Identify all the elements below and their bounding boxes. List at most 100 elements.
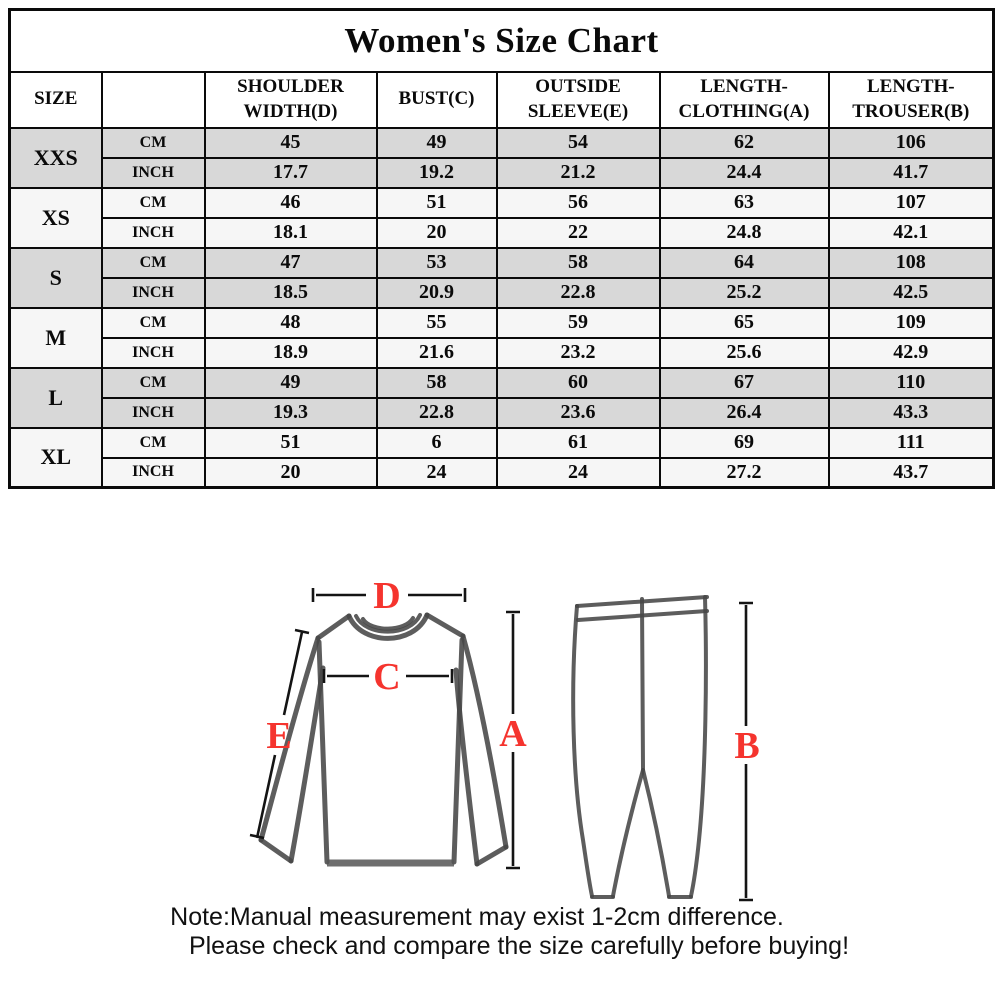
value-cell: 18.5	[203, 276, 378, 309]
header-line: SLEEVE(E)	[527, 100, 629, 122]
unit-cell: CM	[100, 246, 206, 279]
note-line-1: Note:Manual measurement may exist 1-2cm …	[170, 903, 784, 931]
size-cell: L	[8, 366, 103, 429]
header-line: LENGTH-	[866, 75, 955, 97]
column-header-bust: BUST(C)	[375, 70, 498, 129]
column-header-length-clothing: LENGTH- CLOTHING(A)	[658, 70, 830, 129]
trousers-right-outer	[689, 595, 708, 898]
value-cell: 22.8	[375, 396, 498, 429]
table-row-xxs-cm: XXS CM 45 49 54 62 106	[8, 126, 995, 189]
value-cell: 107	[827, 186, 995, 219]
value-cell: 51	[203, 426, 378, 459]
title-row: Women's Size Chart	[8, 8, 995, 73]
unit-cell: CM	[100, 426, 206, 459]
value-cell: 18.1	[203, 216, 378, 249]
value-cell: 21.6	[375, 336, 498, 369]
value-cell: 60	[495, 366, 661, 399]
measure-line-outside-sleeve	[249, 628, 310, 840]
trousers-left-outer	[571, 604, 594, 898]
table-row-xs-cm: XS CM 46 51 56 63 107	[8, 186, 995, 249]
value-cell: 22.8	[495, 276, 661, 309]
table-row-xs-inch: INCH 18.1 20 22 24.8 42.1	[10, 216, 995, 249]
value-cell: 24.4	[658, 156, 830, 189]
measure-line-shoulder-width	[311, 588, 467, 602]
column-header-size: SIZE	[8, 70, 103, 129]
unit-cell: INCH	[100, 156, 206, 189]
trousers-left-inner	[611, 768, 645, 898]
value-cell: 54	[495, 126, 661, 159]
value-cell: 26.4	[658, 396, 830, 429]
value-cell: 48	[203, 306, 378, 339]
shirt-right-shoulder	[424, 612, 466, 639]
value-cell: 43.3	[827, 396, 995, 429]
measurement-note: Note:Manual measurement may exist 1-2cm …	[0, 903, 1000, 961]
value-cell: 46	[203, 186, 378, 219]
value-cell: 20	[375, 216, 498, 249]
page-title: Women's Size Chart	[8, 8, 995, 73]
value-cell: 69	[658, 426, 830, 459]
shirt-right-cuff	[474, 844, 509, 867]
header-line: OUTSIDE	[535, 75, 621, 97]
label-length-trouser: B	[734, 725, 759, 767]
value-cell: 109	[827, 306, 995, 339]
value-cell: 24	[495, 456, 661, 489]
value-cell: 61	[495, 426, 661, 459]
column-header-shoulder-width: SHOULDER WIDTH(D)	[203, 70, 378, 129]
shirt-right-sleeve-inner	[453, 667, 480, 867]
value-cell: 18.9	[203, 336, 378, 369]
value-cell: 27.2	[658, 456, 830, 489]
size-cell: M	[8, 306, 103, 369]
value-cell: 56	[495, 186, 661, 219]
shirt-left-sleeve-outer	[258, 635, 321, 843]
unit-cell: CM	[100, 186, 206, 219]
value-cell: 51	[375, 186, 498, 219]
header-line: LENGTH-	[700, 75, 788, 97]
header-line: BUST(C)	[398, 88, 475, 110]
value-cell: 20	[203, 456, 378, 489]
value-cell: 6	[375, 426, 498, 459]
header-line: WIDTH(D)	[243, 100, 338, 122]
value-cell: 24.8	[658, 216, 830, 249]
value-cell: 58	[495, 246, 661, 279]
table-row-m-cm: M CM 48 55 59 65 109	[8, 306, 995, 369]
unit-cell: CM	[100, 126, 206, 159]
size-chart-table: Women's Size Chart SIZE SHOULDER WIDTH(D)…	[8, 8, 996, 489]
measure-line-length-trouser	[739, 601, 753, 902]
unit-cell: INCH	[100, 456, 206, 489]
value-cell: 41.7	[827, 156, 995, 189]
value-cell: 49	[203, 366, 378, 399]
header-line: SIZE	[34, 88, 78, 110]
label-bust: C	[373, 656, 400, 698]
value-cell: 53	[375, 246, 498, 279]
value-cell: 19.3	[203, 396, 378, 429]
table-row-s-inch: INCH 18.5 20.9 22.8 25.2 42.5	[10, 276, 995, 309]
table-row-s-cm: S CM 47 53 58 64 108	[8, 246, 995, 309]
value-cell: 49	[375, 126, 498, 159]
unit-cell: CM	[100, 366, 206, 399]
value-cell: 47	[203, 246, 378, 279]
column-header-outside-sleeve: OUTSIDE SLEEVE(E)	[495, 70, 661, 129]
value-cell: 45	[203, 126, 378, 159]
value-cell: 21.2	[495, 156, 661, 189]
size-cell: XL	[8, 426, 103, 489]
value-cell: 25.2	[658, 276, 830, 309]
header-line: CLOTHING(A)	[678, 100, 810, 122]
label-shoulder-width: D	[373, 575, 400, 617]
unit-cell: INCH	[100, 396, 206, 429]
value-cell: 59	[495, 306, 661, 339]
value-cell: 63	[658, 186, 830, 219]
shirt-sketch	[258, 612, 509, 867]
value-cell: 42.1	[827, 216, 995, 249]
table-row-l-inch: INCH 19.3 22.8 23.6 26.4 43.3	[10, 396, 995, 429]
measurement-diagram: D C E A B	[249, 575, 760, 902]
trousers-center-seam	[640, 597, 645, 770]
value-cell: 23.6	[495, 396, 661, 429]
size-cell: XS	[8, 186, 103, 249]
value-cell: 55	[375, 306, 498, 339]
measure-line-length-clothing	[506, 610, 520, 870]
value-cell: 108	[827, 246, 995, 279]
table-row-xl-inch: INCH 20 24 24 27.2 43.7	[10, 456, 995, 489]
unit-cell: INCH	[100, 216, 206, 249]
value-cell: 22	[495, 216, 661, 249]
